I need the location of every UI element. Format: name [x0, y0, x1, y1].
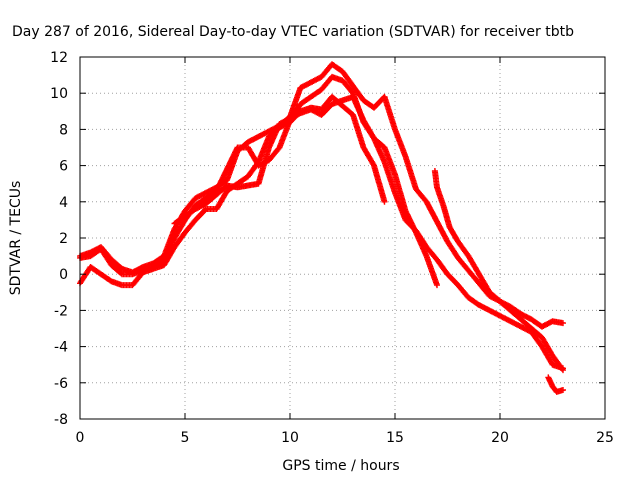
y-axis-label: SDTVAR / TECUs	[8, 181, 24, 296]
y-tick-label: 0	[59, 267, 68, 283]
series-track-c	[77, 93, 388, 289]
series-track-e	[431, 168, 566, 330]
axis-ticks: 0 5 10 15 20 25 -8 -6 -4 -2 0 2 4 6 8 10 12	[50, 50, 614, 446]
x-tick-label: 10	[281, 430, 299, 446]
plot-frame	[79, 56, 606, 420]
x-tick-label: 25	[596, 430, 614, 446]
y-tick-label: 10	[50, 86, 68, 102]
x-tick-label: 0	[76, 430, 85, 446]
y-tick-label: 2	[59, 231, 68, 247]
x-tick-label: 20	[491, 430, 509, 446]
data-point	[560, 387, 566, 393]
data-point	[434, 282, 440, 289]
y-tick-label: -2	[54, 303, 68, 319]
y-tick-label: 12	[50, 50, 68, 66]
series-track-f	[545, 374, 566, 395]
y-tick-label: 4	[59, 195, 68, 211]
data-point	[560, 320, 566, 327]
data-point	[381, 198, 388, 205]
series-track-d	[171, 93, 566, 372]
x-tick-label: 15	[386, 430, 404, 446]
y-tick-label: -8	[54, 412, 68, 428]
data-point	[560, 365, 566, 372]
x-axis-label: GPS time / hours	[282, 458, 399, 474]
chart-title: Day 287 of 2016, Sidereal Day-to-day VTE…	[12, 24, 574, 40]
data-points	[77, 61, 566, 395]
grid	[80, 57, 605, 419]
x-tick-label: 5	[181, 430, 190, 446]
y-tick-label: 8	[59, 122, 68, 138]
y-tick-label: -4	[54, 340, 68, 356]
y-tick-label: -6	[54, 376, 68, 392]
y-tick-label: 6	[59, 159, 68, 175]
